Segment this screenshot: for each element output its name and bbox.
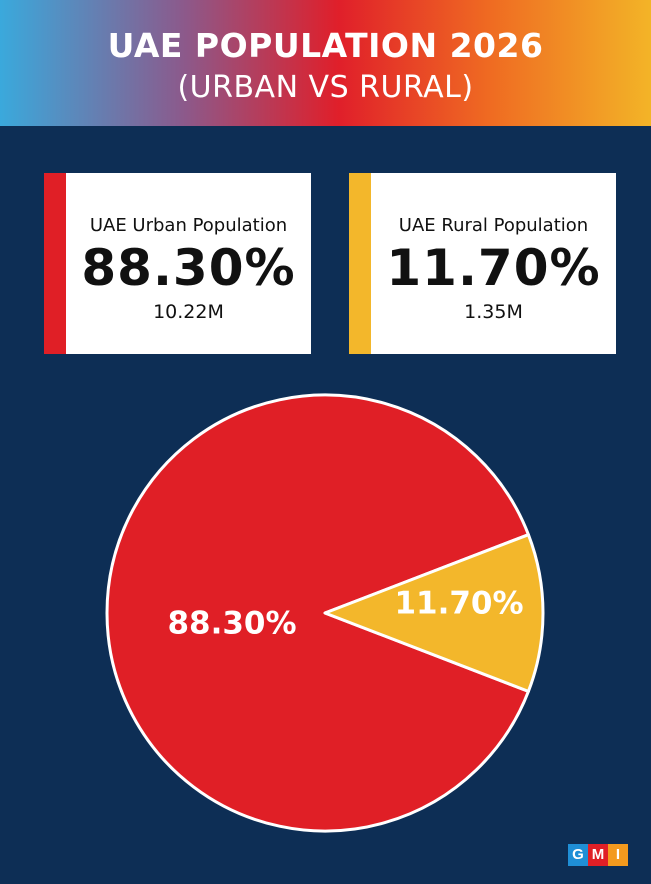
logo-letter-i: I <box>608 844 628 866</box>
rural-card-percent: 11.70% <box>386 239 601 297</box>
page-title: UAE POPULATION 2026 <box>107 26 544 65</box>
rural-card-label: UAE Rural Population <box>398 215 589 236</box>
rural-card-absolute: 1.35M <box>464 301 523 323</box>
rural-color-bar <box>349 173 371 354</box>
urban-card-label: UAE Urban Population <box>89 215 288 236</box>
logo-letter-m: M <box>588 844 608 866</box>
pie-chart: 88.30% 11.70% <box>105 393 545 833</box>
pie-slice-urban <box>105 393 530 833</box>
pie-label-rural: 11.70% <box>394 586 523 622</box>
page-subtitle: (URBAN VS RURAL) <box>177 70 474 105</box>
logo-letter-g: G <box>568 844 588 866</box>
pie-slice-rural <box>323 533 545 693</box>
pie-label-urban: 88.30% <box>167 606 296 642</box>
rural-stat-card: UAE Rural Population 11.70% 1.35M <box>349 173 616 354</box>
urban-card-percent: 88.30% <box>81 239 296 297</box>
gmi-logo: G M I <box>568 844 628 866</box>
urban-color-bar <box>44 173 66 354</box>
urban-card-absolute: 10.22M <box>153 301 224 323</box>
header-banner: UAE POPULATION 2026 (URBAN VS RURAL) <box>0 0 651 126</box>
urban-stat-card: UAE Urban Population 88.30% 10.22M <box>44 173 311 354</box>
